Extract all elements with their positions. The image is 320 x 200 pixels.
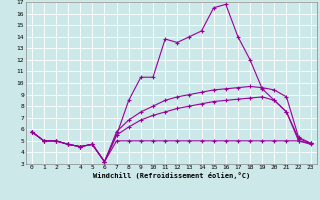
X-axis label: Windchill (Refroidissement éolien,°C): Windchill (Refroidissement éolien,°C): [92, 172, 250, 179]
